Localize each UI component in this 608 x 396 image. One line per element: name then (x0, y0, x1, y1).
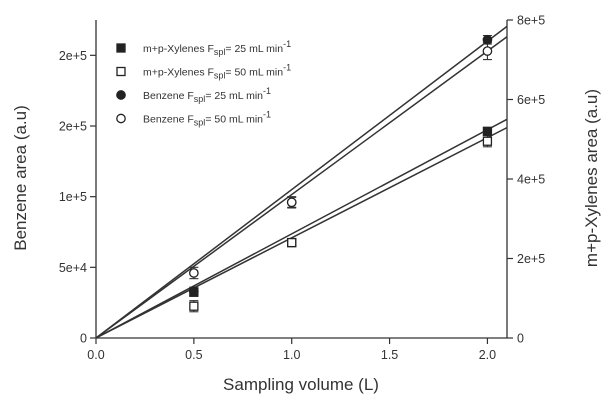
legend: m+p-Xylenes Fspl= 25 mL min-1m+p-Xylenes… (116, 39, 291, 128)
legend-item: Benzene Fspl= 50 mL min-1 (116, 110, 271, 128)
legend-label-subscript: spl (194, 94, 206, 104)
legend-marker (116, 113, 126, 124)
y-left-tick-label: 2e+5 (59, 49, 87, 63)
data-markers (189, 34, 493, 311)
legend-label-superscript: -1 (263, 110, 271, 120)
y-left-axis-ticks: 0 5e+4 1e+5 2e+5 2e+5 (59, 49, 96, 346)
legend-label: m+p-Xylenes Fspl= 25 mL min-1 (143, 39, 291, 57)
legend-marker (116, 66, 126, 77)
legend-label-main: Benzene F (143, 90, 194, 102)
legend-label-rest: = 25 mL min (205, 90, 263, 102)
x-axis-title: Sampling volume (L) (223, 375, 379, 394)
fit-lines (95, 25, 508, 339)
data-point (286, 197, 297, 208)
legend-label-subscript: spl (194, 118, 206, 128)
legend-label-rest: = 25 mL min (225, 43, 283, 55)
legend-marker (116, 43, 126, 53)
legend-label: m+p-Xylenes Fspl= 50 mL min-1 (143, 63, 291, 81)
legend-label-main: m+p-Xylenes F (143, 67, 214, 79)
fit-line (95, 118, 508, 339)
x-tick-label: 0.0 (87, 348, 104, 362)
data-point (189, 286, 199, 297)
data-point (189, 301, 199, 311)
legend-label-superscript: -1 (283, 63, 291, 73)
fit-line (95, 36, 508, 339)
y-right-tick-label: 6e+5 (517, 93, 545, 107)
legend-label-subscript: spl (214, 71, 226, 81)
legend-marker (116, 90, 126, 100)
legend-label-rest: = 50 mL min (225, 67, 283, 79)
data-point (287, 237, 297, 248)
legend-label-main: Benzene F (143, 114, 194, 126)
y-left-tick-label: 2e+5 (59, 120, 87, 134)
x-axis-ticks: 0.0 0.5 1.0 1.5 2.0 (87, 338, 496, 362)
y-right-tick-label: 0 (517, 332, 524, 346)
y-right-axis-title: m+p-Xylenes area (a.u) (582, 89, 601, 267)
y-left-axis-title: Benzene area (a.u) (11, 105, 30, 251)
y-left-tick-label: 1e+5 (59, 190, 87, 204)
fit-line (95, 126, 508, 339)
y-left-tick-label: 5e+4 (59, 261, 87, 275)
legend-label: Benzene Fspl= 25 mL min-1 (143, 86, 271, 104)
x-tick-label: 0.5 (185, 348, 202, 362)
legend-label: Benzene Fspl= 50 mL min-1 (143, 110, 271, 128)
fit-line (95, 25, 508, 339)
y-right-tick-label: 2e+5 (517, 252, 545, 266)
legend-label-rest: = 50 mL min (205, 114, 263, 126)
y-right-axis-ticks: 0 2e+5 4e+5 6e+5 8e+5 (507, 14, 545, 346)
data-point (189, 268, 199, 278)
y-left-tick-label: 0 (80, 332, 87, 346)
legend-item: m+p-Xylenes Fspl= 25 mL min-1 (116, 39, 291, 57)
legend-label-main: m+p-Xylenes F (143, 43, 214, 55)
legend-label-superscript: -1 (283, 39, 291, 49)
y-right-tick-label: 8e+5 (517, 14, 545, 28)
data-point (482, 34, 493, 45)
data-point (482, 136, 493, 146)
y-right-tick-label: 4e+5 (517, 173, 545, 187)
x-tick-label: 2.0 (479, 348, 496, 362)
x-tick-label: 1.5 (381, 348, 398, 362)
x-tick-label: 1.0 (283, 348, 300, 362)
legend-label-superscript: -1 (263, 86, 271, 96)
data-point (482, 126, 493, 136)
legend-label-subscript: spl (214, 47, 226, 57)
data-point (482, 46, 493, 56)
legend-item: Benzene Fspl= 25 mL min-1 (116, 86, 271, 104)
legend-item: m+p-Xylenes Fspl= 50 mL min-1 (116, 63, 291, 81)
